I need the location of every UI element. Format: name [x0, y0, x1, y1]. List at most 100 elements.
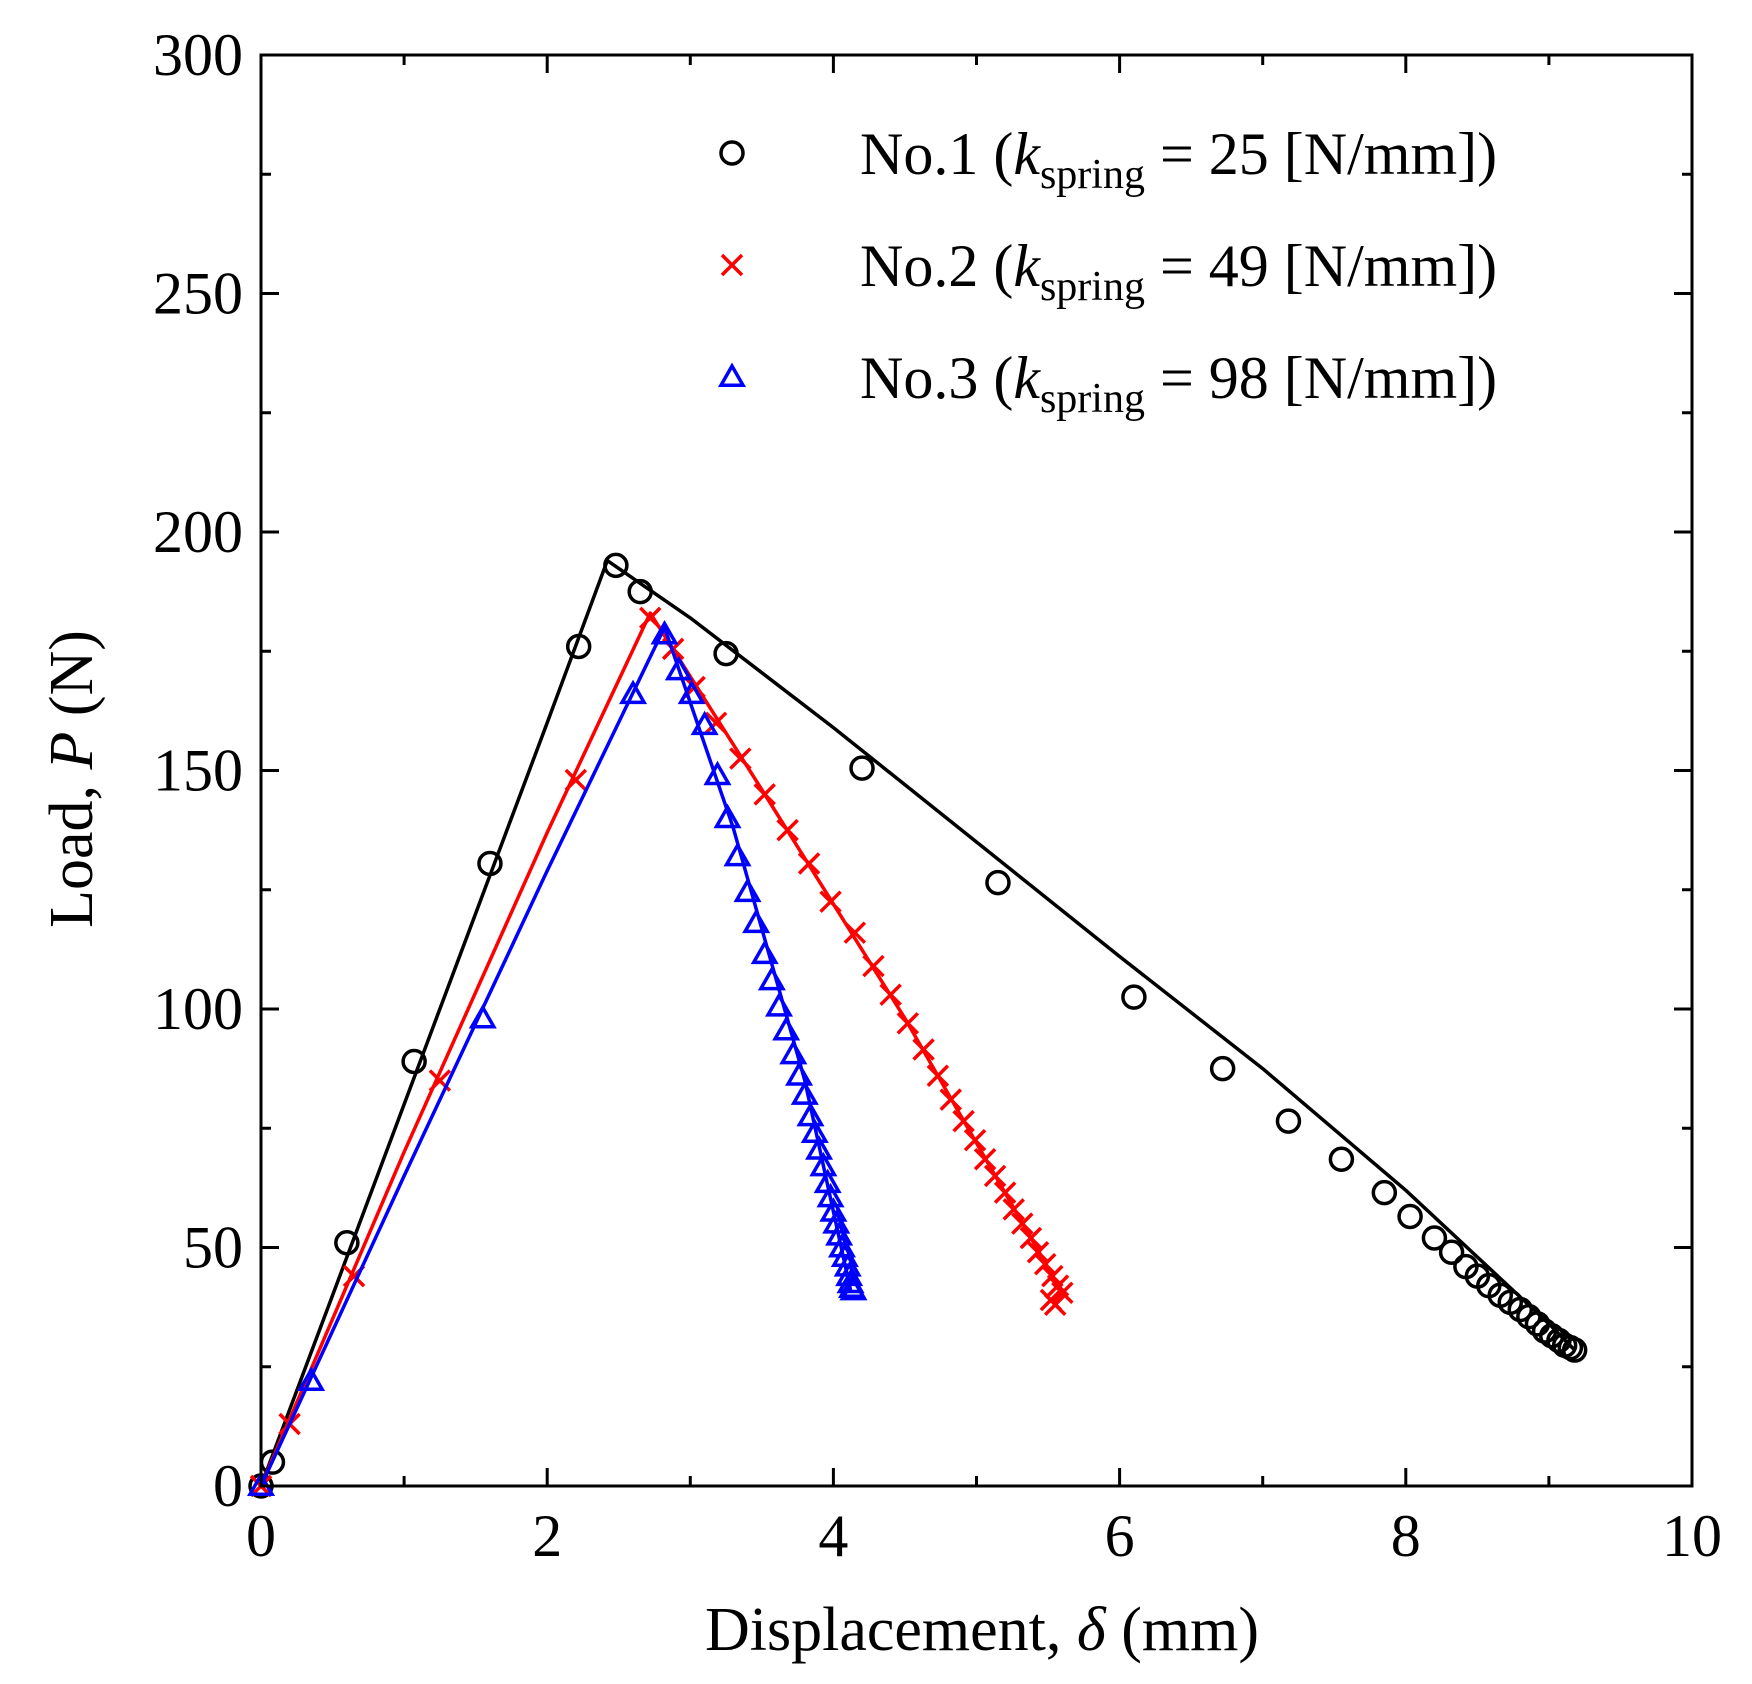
x-tick-label: 10 — [1662, 1503, 1722, 1569]
series-3-point — [750, 939, 779, 965]
series-2-point — [939, 1088, 962, 1111]
series-3-point — [723, 841, 752, 867]
series-2-point — [638, 606, 662, 630]
series-1-point — [713, 640, 739, 667]
x-tick-label: 0 — [246, 1503, 276, 1569]
series-3-point — [713, 803, 742, 829]
series-2-point — [1011, 1212, 1034, 1235]
y-tick-label: 100 — [153, 976, 243, 1042]
x-axis-title: Displacement, δ (mm) — [705, 1596, 1259, 1664]
series-1 — [248, 552, 1588, 1499]
series-2-point — [896, 1012, 920, 1035]
series-3-point — [809, 1151, 838, 1177]
series-2-point — [963, 1128, 987, 1152]
series-1-point — [627, 578, 653, 605]
series-2-point — [973, 1148, 997, 1171]
y-tick-label: 50 — [183, 1215, 243, 1281]
series-3-point — [800, 1118, 829, 1144]
series-3-point — [297, 1366, 326, 1392]
series-1-point — [1209, 1055, 1236, 1082]
series-3-point — [790, 1080, 819, 1105]
series-1-point — [401, 1048, 427, 1075]
series-2-point — [843, 921, 867, 944]
series-1-point — [477, 850, 503, 877]
series-3-point — [772, 1015, 801, 1041]
series-2-point — [1026, 1241, 1050, 1264]
series-3-point — [664, 655, 693, 681]
series-2-point — [776, 818, 799, 842]
series-2-point — [1002, 1198, 1025, 1221]
series-1-point — [1438, 1239, 1465, 1266]
series-1-point — [849, 755, 875, 781]
legend-item-2: No.2 (kspring = 49 [N/mm]) — [720, 233, 1497, 310]
series-1-line — [259, 558, 1576, 1487]
legend-marker-1 — [719, 140, 745, 166]
series-3-point — [839, 1275, 868, 1301]
y-tick-label: 150 — [153, 738, 243, 804]
series-1-point — [1121, 984, 1147, 1010]
series-3-point — [619, 679, 648, 705]
series-3-point — [650, 620, 679, 645]
series-2-point — [753, 783, 776, 806]
series-1-point — [1371, 1179, 1398, 1206]
legend-item-3: No.3 (kspring = 98 [N/mm]) — [717, 345, 1497, 422]
series-2-point — [952, 1109, 975, 1133]
series-3-point — [468, 1004, 497, 1029]
series-3-point — [827, 1232, 857, 1258]
series-3-point — [805, 1135, 834, 1160]
series-2-point — [797, 852, 821, 875]
series-layer — [246, 552, 1588, 1499]
series-1-point — [1561, 1337, 1588, 1363]
series-1-point — [985, 869, 1011, 896]
series-3-point — [796, 1101, 825, 1127]
y-tick-label: 250 — [153, 261, 243, 327]
series-2-point — [912, 1038, 935, 1061]
series-2-point — [862, 954, 885, 978]
series-1-point — [1397, 1203, 1423, 1230]
series-1-point — [334, 1229, 360, 1256]
series-2-point — [1043, 1293, 1067, 1316]
series-2-point — [1033, 1252, 1057, 1276]
series-3-point — [677, 679, 706, 705]
x-tick-label: 8 — [1391, 1503, 1421, 1569]
series-3-point — [703, 760, 732, 786]
series-2-point — [983, 1164, 1007, 1188]
series-2-point — [819, 890, 842, 913]
series-2-point — [1051, 1281, 1074, 1305]
y-tick-label: 0 — [213, 1453, 243, 1519]
x-tick-label: 2 — [532, 1503, 562, 1569]
y-axis-ticks — [261, 53, 1692, 1488]
series-1-point — [1328, 1146, 1355, 1173]
series-1-point — [1275, 1108, 1302, 1134]
series-3-point — [690, 710, 719, 736]
series-2-point — [879, 983, 902, 1006]
series-3-line — [259, 625, 853, 1487]
series-3-point — [779, 1039, 808, 1065]
series-3 — [246, 620, 868, 1496]
series-2-line — [259, 611, 1064, 1487]
series-1-point — [1421, 1225, 1448, 1251]
series-2-point — [564, 768, 588, 792]
x-tick-label: 6 — [1105, 1503, 1135, 1569]
series-3-point — [742, 908, 771, 934]
y-tick-label: 200 — [153, 499, 243, 565]
series-3-point — [765, 992, 794, 1017]
series-1-point — [603, 552, 629, 579]
series-2-point — [993, 1181, 1017, 1204]
series-1-point — [565, 633, 592, 660]
series-3-point — [785, 1061, 814, 1086]
x-axis-ticks — [259, 55, 1694, 1486]
y-axis-tick-labels: 0 50 100 150 200 250 300 — [153, 22, 243, 1519]
legend-label-3: No.3 (kspring = 98 [N/mm]) — [860, 345, 1497, 422]
series-2-point — [729, 747, 752, 770]
legend: No.1 (kspring = 25 [N/mm]) No.2 (kspring … — [717, 121, 1497, 422]
series-3-point — [757, 965, 786, 991]
legend-marker-2 — [720, 253, 744, 277]
series-2-point — [704, 711, 728, 735]
series-3-point — [830, 1242, 859, 1268]
legend-label-2: No.2 (kspring = 49 [N/mm]) — [860, 233, 1497, 310]
x-tick-label: 4 — [818, 1503, 848, 1569]
legend-label-1: No.1 (kspring = 25 [N/mm]) — [860, 121, 1497, 198]
y-tick-label: 300 — [153, 22, 243, 88]
